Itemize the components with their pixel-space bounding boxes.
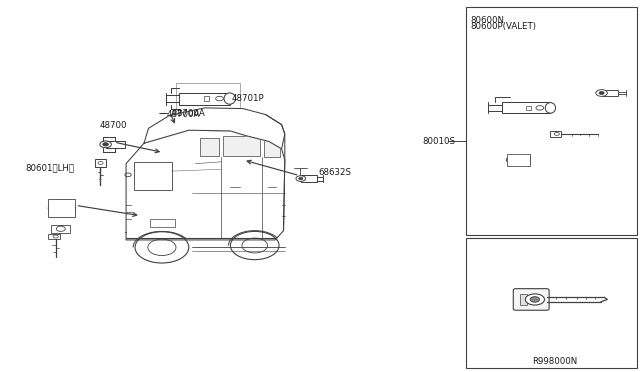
Text: — 48700A: — 48700A [160,109,205,118]
Circle shape [216,96,223,101]
Text: 80600N: 80600N [470,16,504,25]
Bar [507,154,530,166]
Circle shape [230,231,279,260]
Bar [223,136,260,156]
Circle shape [148,239,176,256]
Circle shape [125,173,131,177]
Bar [602,90,618,96]
Circle shape [135,232,189,263]
Text: 80010S: 80010S [422,137,456,146]
Bar [54,205,75,212]
Bar [150,219,175,227]
Circle shape [599,92,604,94]
Bar [51,225,70,232]
Text: 48700A: 48700A [166,110,200,119]
Polygon shape [144,108,285,149]
Ellipse shape [224,93,236,104]
Circle shape [56,226,65,231]
Circle shape [53,235,58,238]
Circle shape [530,297,540,302]
Text: R998000N: R998000N [532,357,578,366]
Circle shape [103,143,108,146]
Bar [264,137,280,157]
Bar [48,234,60,239]
Circle shape [509,158,515,161]
Bar [526,106,531,110]
Text: 80600P(VALET): 80600P(VALET) [470,22,536,31]
Text: 48701P: 48701P [232,94,264,103]
Circle shape [596,90,607,96]
Bar [301,175,317,182]
Circle shape [506,157,518,163]
Circle shape [299,177,303,180]
Bar [95,159,106,167]
Bar [550,131,561,137]
Circle shape [178,117,182,119]
Bar [179,93,230,105]
Circle shape [525,294,545,305]
Text: 80601〈LH〉: 80601〈LH〉 [26,163,75,172]
Circle shape [48,205,61,212]
Bar [106,141,125,148]
Ellipse shape [545,103,556,113]
Text: 48700: 48700 [99,121,127,130]
FancyBboxPatch shape [513,289,549,310]
Bar [204,96,209,101]
Circle shape [98,161,103,164]
Text: 68632S: 68632S [318,169,351,177]
Circle shape [554,132,559,135]
Bar [176,83,240,113]
Bar [466,7,637,235]
Circle shape [100,141,111,148]
Circle shape [52,207,57,210]
Bar [200,138,219,156]
Circle shape [242,238,268,253]
Bar [48,199,75,217]
Bar [466,238,637,368]
Bar [502,102,550,113]
Bar [512,157,530,163]
Bar [134,162,172,190]
Circle shape [296,176,306,182]
Circle shape [536,106,544,110]
Polygon shape [126,130,285,240]
Bar [177,116,182,120]
Bar [520,295,527,305]
